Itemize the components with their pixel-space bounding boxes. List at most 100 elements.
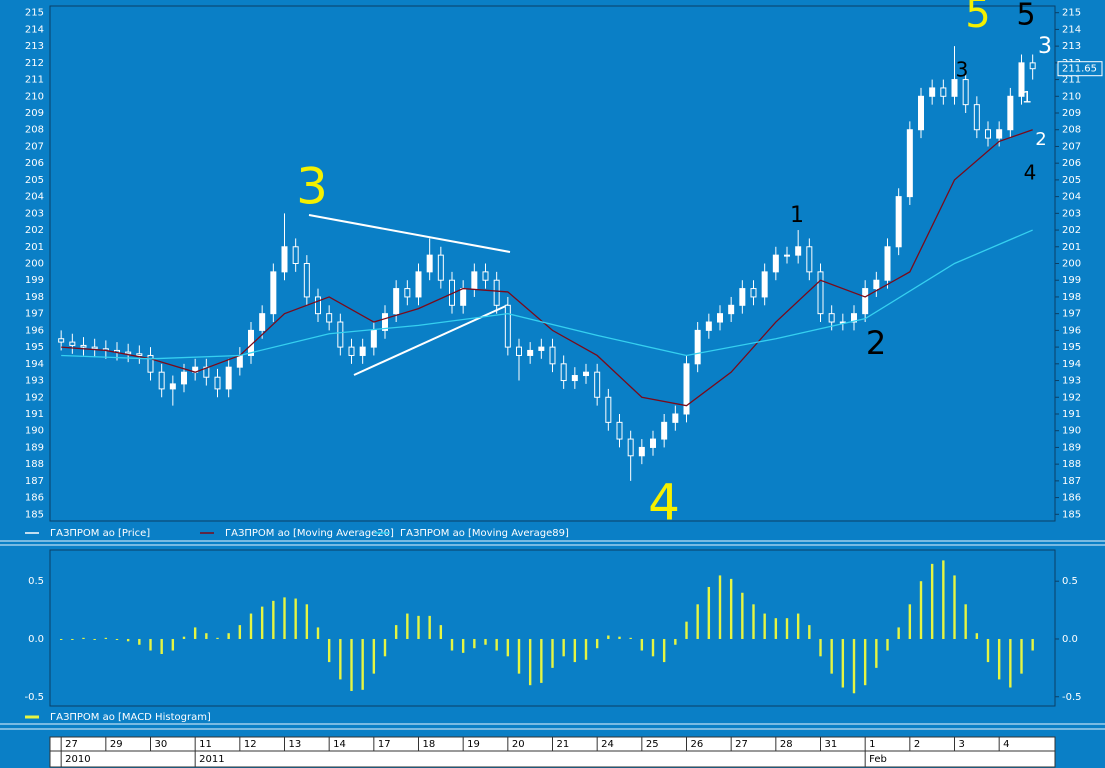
candle-body bbox=[906, 129, 913, 198]
histogram-bar bbox=[1020, 638, 1023, 674]
candle-body bbox=[292, 246, 299, 264]
histogram-bar bbox=[975, 633, 979, 639]
candle-body bbox=[862, 288, 869, 315]
histogram-bar bbox=[1009, 638, 1012, 688]
candle-body bbox=[638, 446, 645, 457]
histogram-bar bbox=[93, 638, 96, 640]
y-tick-label: 192 bbox=[25, 392, 44, 403]
separator bbox=[0, 540, 1105, 730]
x-tick-label: 29 bbox=[110, 739, 123, 750]
y-tick-label: 191 bbox=[1062, 409, 1081, 420]
y-tick-label: 193 bbox=[1062, 376, 1081, 387]
candle-body bbox=[728, 304, 735, 315]
y-tick-label: 188 bbox=[1062, 459, 1081, 470]
candle-body bbox=[359, 346, 366, 356]
y-tick-label: 195 bbox=[25, 342, 44, 353]
y-tick-label: 210 bbox=[1062, 91, 1081, 102]
y-tick-label: 0.5 bbox=[28, 576, 44, 587]
histogram-bar bbox=[785, 618, 789, 639]
candle-body bbox=[504, 304, 511, 348]
histogram-bar bbox=[126, 638, 130, 642]
candle-body bbox=[571, 375, 578, 382]
histogram-bar bbox=[205, 633, 208, 639]
y-tick-label: 209 bbox=[1062, 108, 1081, 119]
histogram-bar bbox=[674, 638, 677, 645]
y-tick-label: 0.0 bbox=[1062, 634, 1078, 645]
candle-body bbox=[158, 371, 165, 390]
histogram-bar bbox=[763, 613, 766, 639]
histogram-bar bbox=[473, 638, 476, 649]
histogram-bar bbox=[796, 613, 800, 639]
annotation: 2 bbox=[1035, 129, 1046, 150]
candle-body bbox=[203, 366, 210, 378]
histogram-bar bbox=[506, 638, 510, 657]
y-tick-label: 201 bbox=[25, 242, 44, 253]
histogram-bar bbox=[964, 604, 967, 639]
x-tick-label: 1 bbox=[869, 739, 875, 750]
x-tick-label: 17 bbox=[378, 739, 391, 750]
histogram-bar bbox=[316, 627, 320, 639]
candle-body bbox=[996, 129, 1003, 139]
candle-body bbox=[717, 313, 723, 323]
candle-body bbox=[493, 279, 500, 306]
y-tick-label: 206 bbox=[25, 158, 44, 169]
candle-body bbox=[181, 371, 187, 385]
candle-body bbox=[940, 87, 947, 97]
macd-panel bbox=[49, 549, 1056, 707]
candle-body bbox=[136, 353, 143, 356]
candle-body bbox=[393, 288, 400, 315]
annotation: 2 bbox=[866, 324, 886, 362]
candle-body bbox=[929, 87, 936, 97]
y-tick-label: 187 bbox=[25, 476, 44, 487]
histogram-bar bbox=[1031, 638, 1034, 651]
moving-average-line bbox=[61, 229, 1033, 360]
candle-body bbox=[426, 254, 433, 273]
candle-body bbox=[549, 346, 556, 365]
candle-body bbox=[303, 263, 310, 298]
candle-body bbox=[482, 271, 489, 281]
histogram-bar bbox=[774, 618, 778, 639]
y-tick-label: 190 bbox=[1062, 426, 1081, 437]
histogram-bar bbox=[216, 637, 219, 639]
y-tick-label: 185 bbox=[1062, 509, 1081, 520]
histogram-bar bbox=[997, 638, 1001, 680]
histogram-bar bbox=[986, 638, 990, 663]
histogram-bar bbox=[439, 625, 443, 639]
histogram-bar bbox=[528, 638, 532, 686]
candle-body bbox=[594, 371, 601, 398]
histogram-bar bbox=[59, 638, 63, 640]
x-tick-label: 19 bbox=[467, 739, 480, 750]
x-tick-label: 18 bbox=[423, 739, 436, 750]
histogram-bar bbox=[841, 638, 845, 688]
histogram-bar bbox=[886, 638, 889, 651]
histogram-bar bbox=[249, 613, 253, 639]
histogram-bar bbox=[372, 638, 376, 674]
histogram-bar bbox=[104, 637, 108, 639]
candle-body bbox=[270, 271, 277, 315]
histogram-bar bbox=[540, 638, 543, 683]
y-tick-label: 199 bbox=[25, 275, 44, 286]
y-tick-label: 214 bbox=[25, 24, 44, 35]
histogram-bar bbox=[294, 598, 297, 639]
y-tick-label: 207 bbox=[25, 141, 44, 152]
candle-body bbox=[895, 196, 902, 248]
y-tick-label: 207 bbox=[1062, 141, 1081, 152]
histogram-bar bbox=[138, 638, 141, 645]
histogram-bar bbox=[573, 638, 577, 663]
candle-body bbox=[437, 254, 444, 281]
candle-body bbox=[605, 396, 612, 423]
histogram-bar bbox=[283, 597, 286, 639]
y-tick-label: 211 bbox=[1062, 75, 1081, 86]
x-tick-label: 3 bbox=[959, 739, 965, 750]
histogram-bar bbox=[953, 575, 956, 639]
candle-body bbox=[281, 246, 288, 273]
legend-label: ГАЗПРОМ ao [Price] bbox=[50, 528, 150, 539]
histogram-bar bbox=[350, 638, 353, 691]
histogram-bar bbox=[484, 638, 487, 645]
candle-body bbox=[538, 346, 545, 351]
y-tick-label: 213 bbox=[25, 41, 44, 52]
histogram-bar bbox=[618, 636, 621, 639]
y-tick-label: 201 bbox=[1062, 242, 1081, 253]
candle-body bbox=[91, 346, 98, 350]
